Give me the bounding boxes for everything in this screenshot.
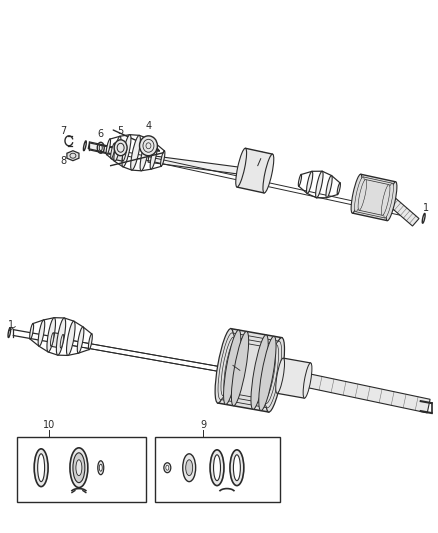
Ellipse shape <box>77 327 84 353</box>
Ellipse shape <box>99 464 102 471</box>
Ellipse shape <box>161 151 165 166</box>
Ellipse shape <box>210 450 224 486</box>
Polygon shape <box>111 143 126 161</box>
Ellipse shape <box>276 358 285 393</box>
Ellipse shape <box>215 329 233 403</box>
Ellipse shape <box>140 136 157 156</box>
Ellipse shape <box>264 345 279 403</box>
Ellipse shape <box>60 334 64 348</box>
Ellipse shape <box>131 135 140 170</box>
Bar <box>155 437 279 502</box>
Ellipse shape <box>183 454 196 482</box>
Text: 9: 9 <box>200 420 206 430</box>
Ellipse shape <box>307 171 313 193</box>
Ellipse shape <box>114 140 127 156</box>
Ellipse shape <box>70 153 76 158</box>
Ellipse shape <box>186 460 193 475</box>
Ellipse shape <box>266 337 285 412</box>
Polygon shape <box>67 151 79 160</box>
Text: 3: 3 <box>230 358 236 367</box>
Ellipse shape <box>326 175 332 198</box>
Ellipse shape <box>231 332 249 406</box>
Ellipse shape <box>30 324 34 339</box>
Ellipse shape <box>358 180 367 211</box>
Ellipse shape <box>214 455 220 481</box>
Ellipse shape <box>265 341 282 408</box>
Polygon shape <box>359 180 389 215</box>
Ellipse shape <box>111 143 115 159</box>
Ellipse shape <box>70 448 88 488</box>
Ellipse shape <box>351 174 362 213</box>
Ellipse shape <box>218 333 235 399</box>
Ellipse shape <box>122 146 127 161</box>
Text: 1: 1 <box>8 320 14 329</box>
Ellipse shape <box>221 337 236 396</box>
Text: 1: 1 <box>423 204 429 213</box>
Ellipse shape <box>263 154 274 193</box>
Text: 4: 4 <box>145 121 152 131</box>
Text: 10: 10 <box>43 420 55 430</box>
Ellipse shape <box>114 136 121 161</box>
Ellipse shape <box>381 184 390 215</box>
Text: 2: 2 <box>258 151 264 161</box>
Ellipse shape <box>386 182 397 221</box>
Ellipse shape <box>150 144 157 169</box>
Ellipse shape <box>263 349 276 399</box>
Ellipse shape <box>223 330 241 405</box>
Ellipse shape <box>337 183 340 195</box>
Ellipse shape <box>67 321 75 356</box>
Ellipse shape <box>164 463 171 473</box>
Polygon shape <box>277 358 311 398</box>
Polygon shape <box>148 155 239 174</box>
Ellipse shape <box>251 335 268 409</box>
Ellipse shape <box>166 465 169 470</box>
Text: 8: 8 <box>60 156 66 166</box>
Ellipse shape <box>57 318 66 355</box>
Ellipse shape <box>259 336 276 410</box>
Ellipse shape <box>146 143 151 149</box>
Polygon shape <box>352 174 396 221</box>
Ellipse shape <box>38 454 45 482</box>
Ellipse shape <box>298 174 301 186</box>
Ellipse shape <box>76 460 82 475</box>
Polygon shape <box>218 329 282 412</box>
Text: 5: 5 <box>117 126 124 136</box>
Ellipse shape <box>143 139 154 152</box>
Ellipse shape <box>224 342 237 392</box>
Ellipse shape <box>122 135 131 167</box>
Ellipse shape <box>34 449 48 487</box>
Polygon shape <box>237 148 272 193</box>
Polygon shape <box>226 342 274 399</box>
Ellipse shape <box>38 320 45 346</box>
Text: 6: 6 <box>98 129 104 139</box>
Ellipse shape <box>88 334 92 350</box>
Ellipse shape <box>230 450 244 486</box>
Ellipse shape <box>303 363 312 398</box>
Ellipse shape <box>47 318 56 352</box>
Bar <box>17 437 146 502</box>
Ellipse shape <box>98 461 104 475</box>
Ellipse shape <box>236 148 247 187</box>
Ellipse shape <box>73 453 85 482</box>
Ellipse shape <box>316 171 323 198</box>
Ellipse shape <box>50 333 54 346</box>
Ellipse shape <box>117 143 124 152</box>
Ellipse shape <box>384 183 393 218</box>
Ellipse shape <box>355 177 364 212</box>
Ellipse shape <box>233 455 240 481</box>
Ellipse shape <box>140 139 149 171</box>
Polygon shape <box>51 333 63 348</box>
Text: 7: 7 <box>60 126 66 136</box>
Polygon shape <box>388 197 419 226</box>
Polygon shape <box>220 333 279 408</box>
Polygon shape <box>356 177 392 218</box>
Ellipse shape <box>106 139 110 155</box>
Polygon shape <box>88 143 121 156</box>
Polygon shape <box>307 374 430 413</box>
Polygon shape <box>223 337 276 403</box>
